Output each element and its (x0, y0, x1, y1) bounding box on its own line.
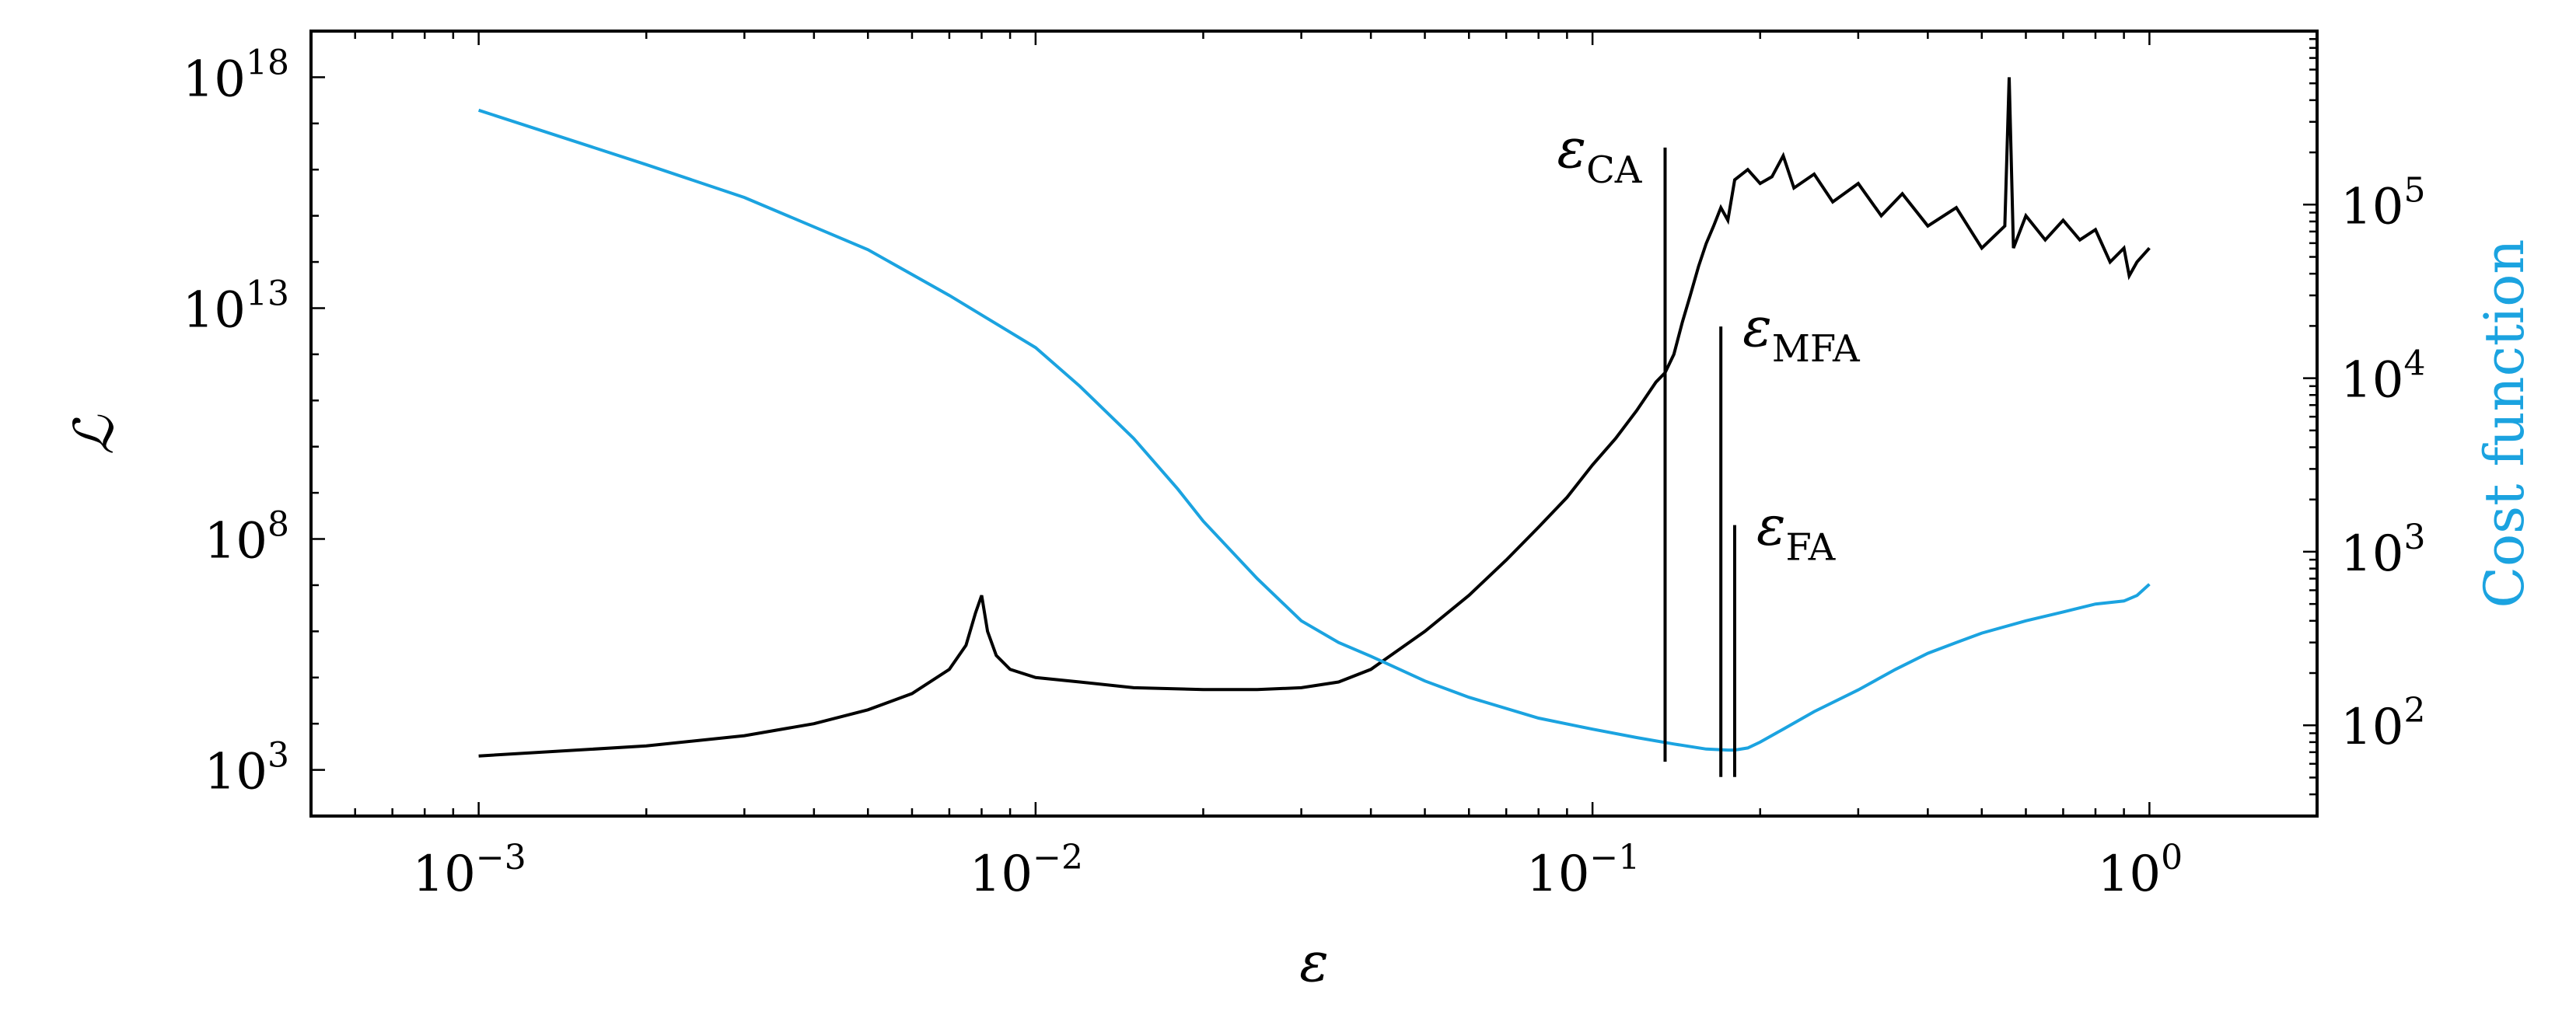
x-tick-label: 100 (2098, 838, 2183, 903)
y-left-tick-label: 1013 (183, 274, 289, 339)
y-right-tick-label: 102 (2340, 691, 2425, 756)
y-left-tick-label: 103 (204, 736, 289, 801)
y-left-tick-labels: 103 108 1013 1018 (183, 43, 289, 800)
series-line-L (478, 77, 2151, 758)
x-tick-label: 10−1 (1526, 838, 1640, 903)
x-tick-label: 10−3 (412, 838, 526, 903)
series-layer (477, 77, 2151, 758)
y-right-tick-label: 105 (2340, 170, 2425, 235)
y-axis-right-label: Cost function (2473, 239, 2536, 608)
y-axis-left-label: ℒ (62, 414, 126, 455)
annotation-label-ca: εCA (1557, 117, 1643, 192)
x-tick-label: 10−2 (970, 838, 1083, 903)
y-left-tick-label: 1018 (183, 43, 289, 108)
y-right-tick-labels: 102 103 104 105 (2340, 170, 2425, 756)
annotations-layer: εCA εMFA εFA (1557, 117, 1861, 777)
x-tick-labels: 10−3 10−2 10−1 100 (412, 838, 2183, 903)
y-right-tick-label: 104 (2340, 344, 2425, 410)
y-right-tick-label: 103 (2340, 518, 2425, 583)
tick-layer (309, 30, 2319, 818)
annotation-label-mfa: εMFA (1742, 295, 1861, 371)
y-left-tick-label: 108 (204, 505, 289, 570)
x-axis-label: ε (1299, 930, 1329, 994)
annotation-label-fa: εFA (1756, 494, 1837, 570)
series-line-cost-function (477, 108, 2151, 752)
plot-frame (309, 30, 2319, 818)
